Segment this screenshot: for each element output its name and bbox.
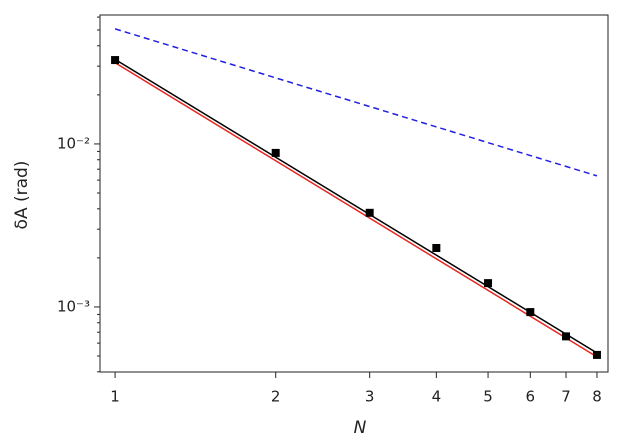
data-point bbox=[484, 279, 493, 288]
x-tick-label: 1 bbox=[110, 388, 120, 406]
x-axis-label: N bbox=[354, 418, 367, 438]
x-tick-label: 4 bbox=[432, 388, 442, 406]
y-tick-label: 10⁻³ bbox=[57, 297, 90, 315]
data-point bbox=[592, 350, 601, 359]
x-tick-label: 3 bbox=[365, 388, 375, 406]
y-tick-label: 10⁻² bbox=[57, 134, 90, 152]
data-point bbox=[271, 148, 280, 157]
fit-line bbox=[114, 58, 598, 354]
data-point bbox=[562, 332, 571, 341]
x-tick-label: 7 bbox=[561, 388, 571, 406]
data-point bbox=[111, 56, 120, 65]
fit-line bbox=[114, 62, 598, 358]
x-tick-label: 2 bbox=[271, 388, 281, 406]
x-tick-label: 5 bbox=[483, 388, 493, 406]
data-point bbox=[365, 208, 374, 217]
x-tick-label: 6 bbox=[526, 388, 536, 406]
fit-line bbox=[114, 28, 598, 177]
y-axis-label: δA (rad) bbox=[12, 161, 32, 230]
data-point bbox=[526, 308, 535, 317]
plot-frame bbox=[99, 14, 609, 373]
x-tick-label: 8 bbox=[592, 388, 602, 406]
data-point bbox=[432, 243, 441, 252]
